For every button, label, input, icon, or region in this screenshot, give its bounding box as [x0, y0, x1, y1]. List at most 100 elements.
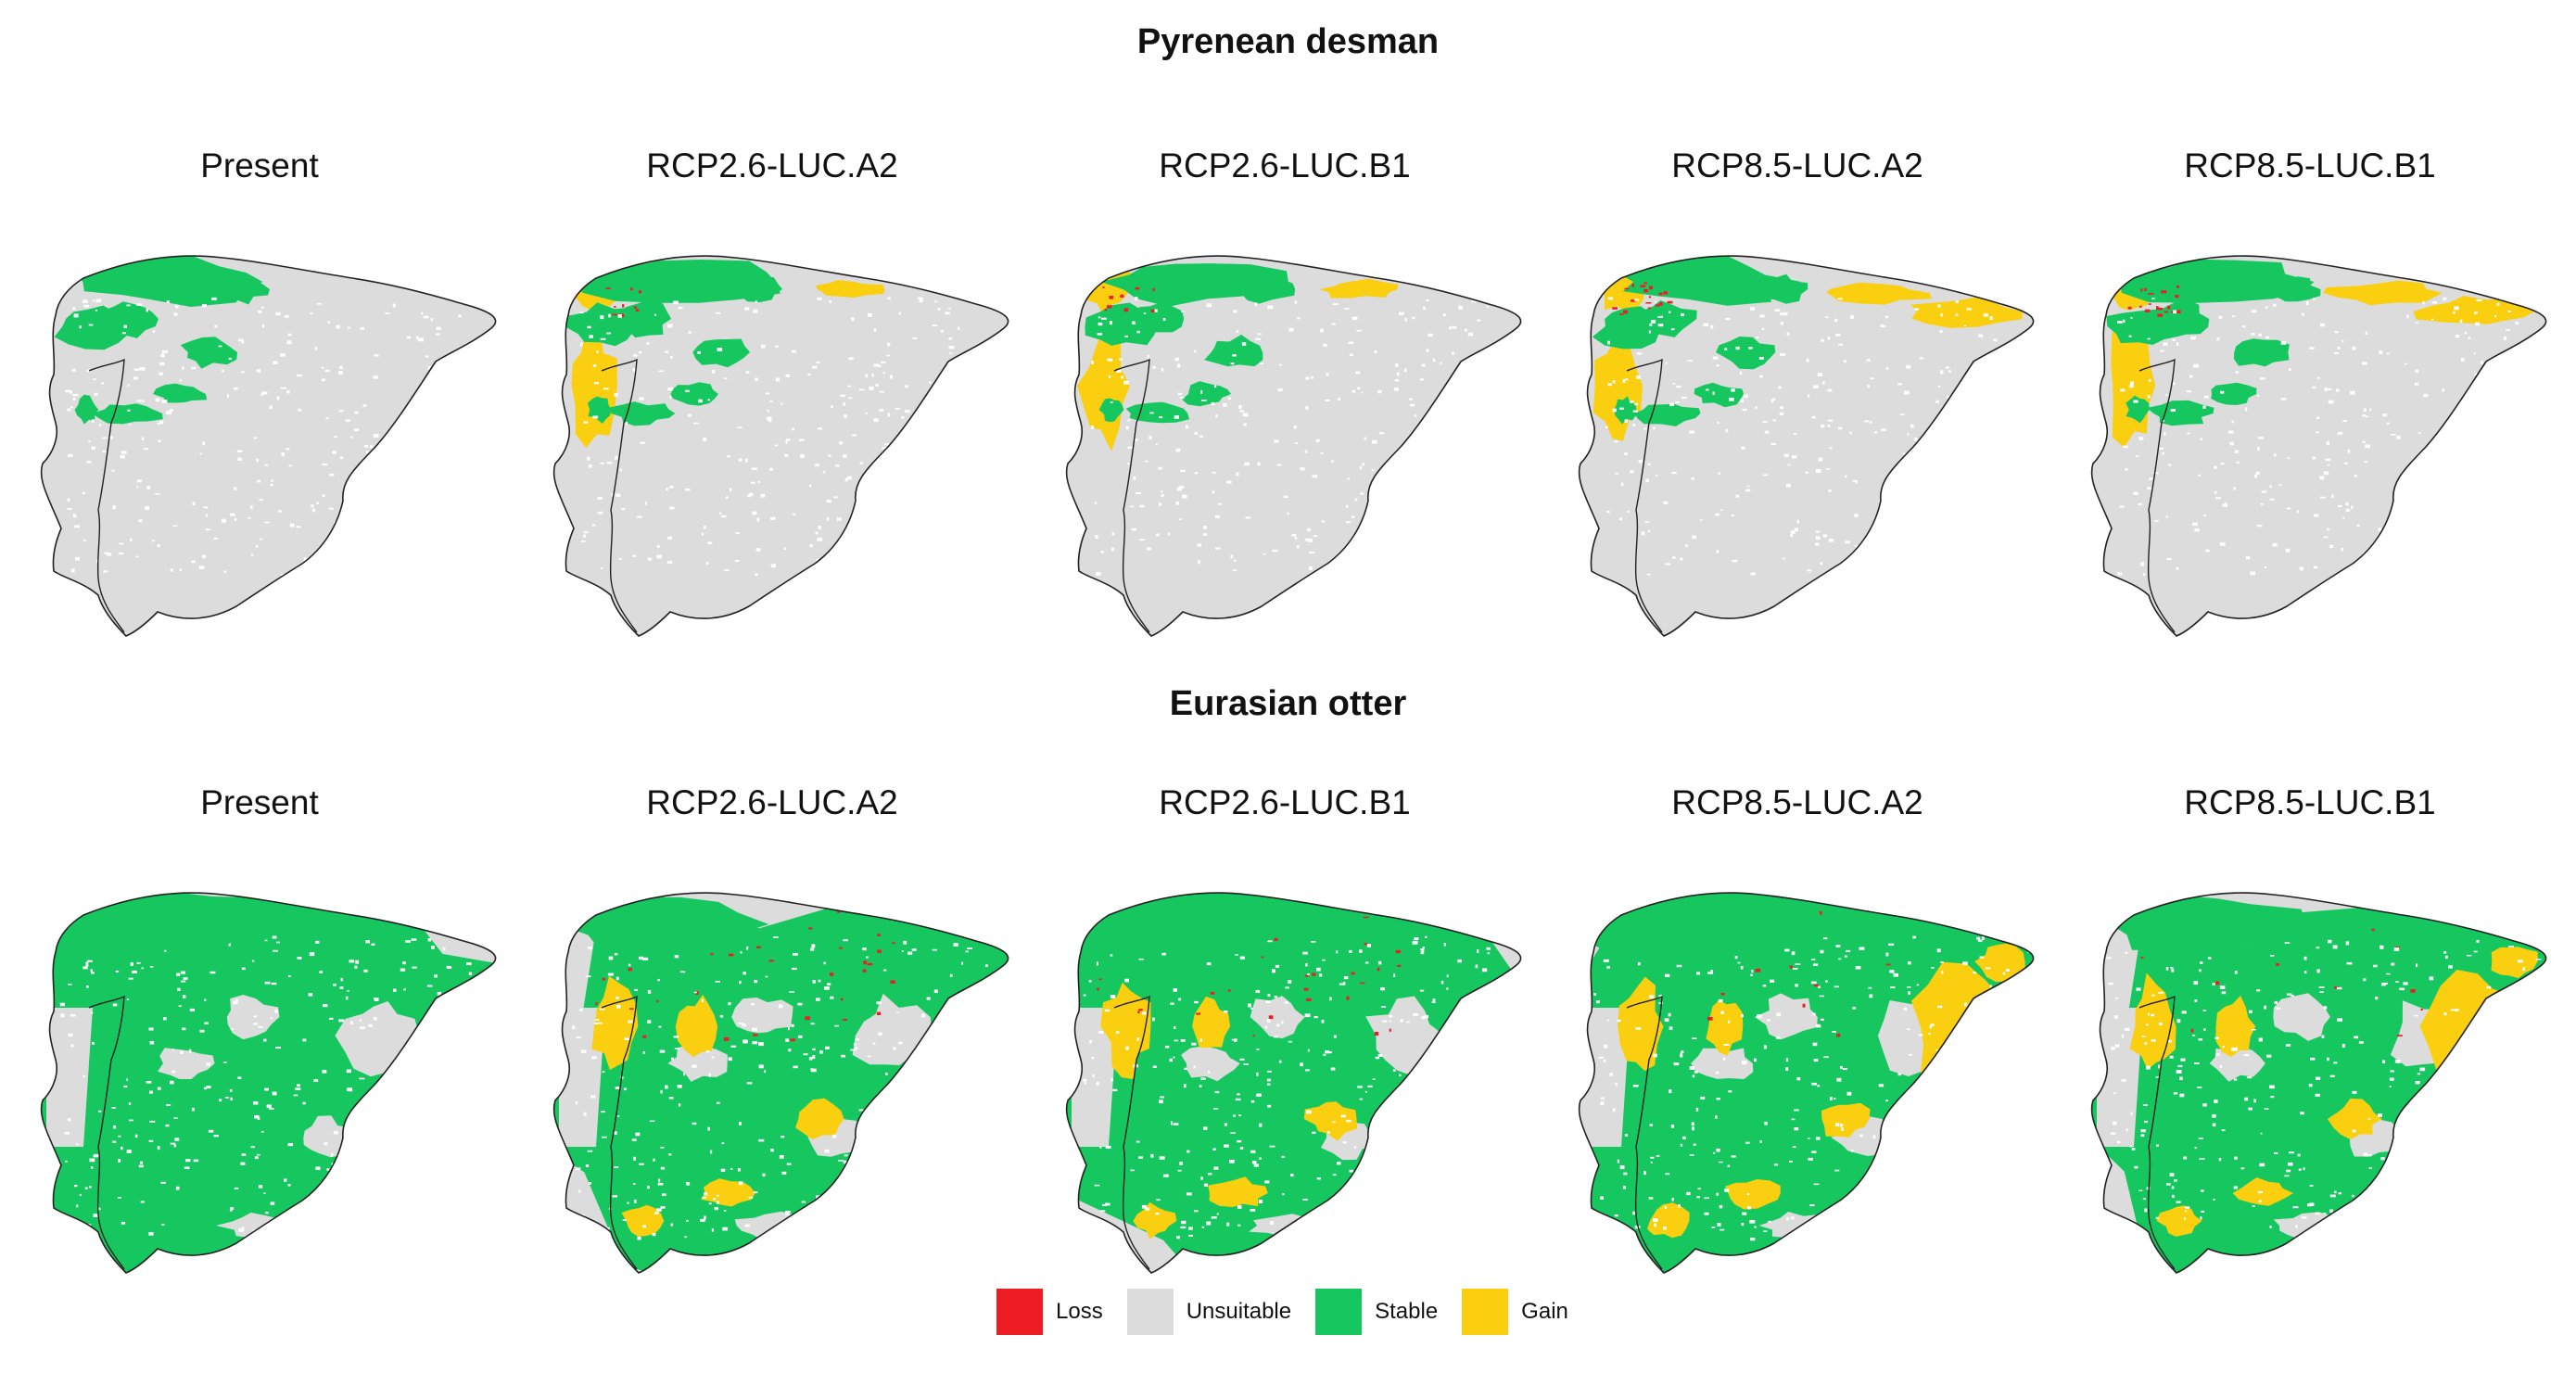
map-speckle	[1313, 535, 1318, 538]
map-speckle	[780, 402, 783, 405]
map-speckle	[2021, 937, 2025, 941]
map-speckle	[2203, 395, 2209, 399]
map-speckle	[1097, 987, 1099, 991]
map-speckle	[1722, 1057, 1726, 1061]
map-speckle	[2327, 464, 2330, 466]
map-speckle	[660, 1166, 666, 1170]
gain-region	[2323, 280, 2443, 306]
map-speckle	[1336, 950, 1339, 954]
map-speckle	[2157, 313, 2164, 317]
map-speckle	[2300, 1112, 2304, 1115]
map-speckle	[2506, 329, 2511, 331]
map-speckle	[1819, 995, 1824, 998]
map-speckle	[608, 313, 611, 318]
map-speckle	[785, 1212, 790, 1215]
map-speckle	[2522, 967, 2525, 971]
map-speckle	[2351, 505, 2354, 510]
map-speckle	[1643, 289, 1648, 293]
map-speckle	[583, 534, 586, 538]
map-speckle	[2539, 1001, 2544, 1004]
map-speckle	[2269, 498, 2275, 501]
map-speckle	[1147, 354, 1149, 359]
map-speckle	[1764, 1121, 1768, 1125]
stable-region	[559, 896, 769, 957]
map-speckle	[838, 1160, 844, 1162]
map-speckle	[887, 1127, 890, 1131]
map-speckle	[1474, 534, 1476, 537]
map-speckle	[1964, 1047, 1971, 1051]
map-speckle	[587, 1150, 593, 1152]
map-speckle	[960, 1032, 963, 1036]
map-speckle	[140, 400, 145, 402]
map-speckle	[378, 1122, 382, 1125]
map-speckle	[1305, 376, 1310, 380]
map-speckle	[261, 324, 265, 328]
map-speckle	[758, 1138, 765, 1142]
map-speckle	[149, 966, 154, 968]
map-speckle	[2385, 973, 2391, 975]
map-speckle	[1486, 401, 1492, 405]
map-speckle	[1631, 283, 1634, 287]
map-speckle	[1248, 1003, 1251, 1008]
map-speckle	[134, 1134, 138, 1138]
map-speckle	[430, 458, 436, 462]
map-speckle	[785, 1211, 791, 1214]
map-speckle	[1793, 433, 1797, 435]
gain-region	[2403, 1104, 2461, 1173]
map-speckle	[2316, 431, 2319, 434]
map-speckle	[2325, 458, 2331, 461]
map-speckle	[1866, 561, 1872, 566]
map-speckle	[2415, 562, 2417, 565]
iberia-map	[40, 892, 497, 1274]
map-speckle	[301, 574, 307, 578]
map-speckle	[882, 478, 886, 482]
map-speckle	[313, 1079, 319, 1082]
map-speckle	[843, 1160, 847, 1164]
map-speckle	[1386, 558, 1390, 562]
map-speckle	[876, 1001, 882, 1005]
map-speckle	[1389, 1020, 1391, 1023]
map-speckle	[642, 1035, 647, 1038]
map-speckle	[1606, 1019, 1609, 1022]
map-speckle	[606, 332, 611, 335]
map-speckle	[2481, 361, 2483, 364]
map-speckle	[668, 1097, 674, 1100]
map-speckle	[864, 561, 868, 563]
map-speckle	[2231, 420, 2234, 424]
map-speckle	[903, 940, 907, 945]
map-speckle	[138, 519, 143, 523]
map-speckle	[1256, 1072, 1259, 1076]
map-speckle	[1624, 287, 1630, 290]
map-speckle	[126, 998, 130, 1000]
map-speckle	[231, 1027, 234, 1031]
map-speckle	[214, 324, 218, 328]
map-speckle	[2258, 1037, 2263, 1042]
map-speckle	[2173, 1092, 2178, 1095]
map-speckle	[2202, 1103, 2207, 1107]
map-speckle	[1828, 539, 1834, 542]
map-speckle	[2138, 502, 2142, 505]
map-speckle	[2487, 551, 2491, 553]
map-speckle	[837, 909, 841, 913]
map-speckle	[2455, 1157, 2459, 1161]
map-speckle	[129, 424, 132, 426]
map-speckle	[1413, 567, 1419, 570]
map-speckle	[615, 976, 619, 981]
map-speckle	[617, 314, 622, 318]
map-speckle	[1774, 309, 1781, 312]
map-speckle	[717, 1201, 719, 1204]
map-speckle	[1451, 403, 1454, 407]
map-speckle	[373, 434, 379, 438]
map-speckle	[2274, 453, 2277, 457]
map-speckle	[637, 515, 642, 518]
map-speckle	[120, 454, 125, 459]
map-speckle	[2331, 494, 2334, 498]
map-speckle	[1725, 317, 1731, 321]
map-speckle	[1715, 1115, 1718, 1119]
map-speckle	[155, 398, 160, 402]
map-speckle	[2443, 951, 2447, 954]
map-speckle	[760, 493, 766, 498]
map-speckle	[1486, 306, 1489, 308]
map-speckle	[1267, 1083, 1271, 1086]
map-speckle	[1233, 1114, 1236, 1117]
